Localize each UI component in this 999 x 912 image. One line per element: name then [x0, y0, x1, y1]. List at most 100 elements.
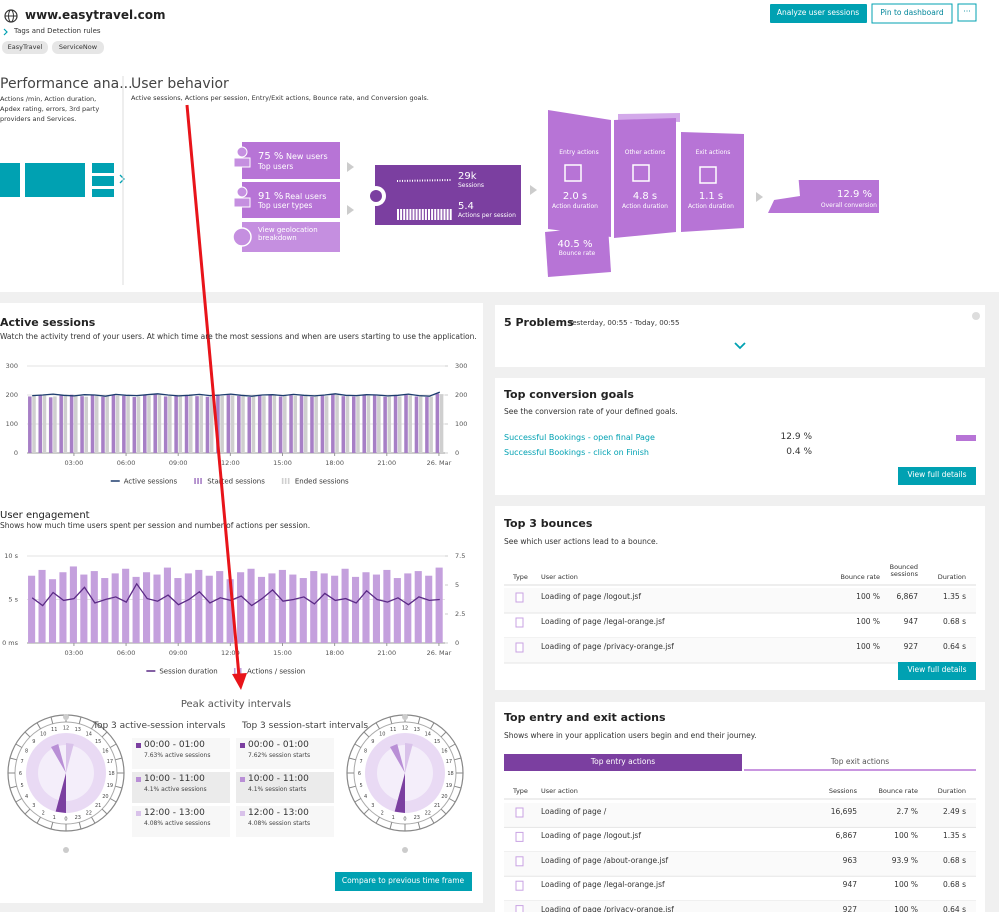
tile-link[interactable]: Top users — [258, 162, 294, 171]
bar — [331, 575, 339, 643]
peak-swatch — [136, 811, 141, 816]
goal-bar — [956, 435, 976, 441]
bar — [272, 394, 277, 453]
tag: ServiceNow — [58, 43, 98, 51]
goal-link[interactable]: Successful Bookings - open final Page — [504, 433, 655, 442]
bar — [153, 394, 157, 453]
moon-icon — [402, 847, 408, 853]
sparkbar — [415, 209, 418, 220]
clock-hour: 6 — [358, 771, 361, 777]
bar — [366, 395, 371, 453]
cell: 100 % — [894, 880, 918, 890]
clock-hour: 17 — [107, 759, 113, 765]
clock-hour: 15 — [434, 739, 440, 745]
clock-tick — [363, 731, 370, 738]
panel-desc: See the conversion rate of your defined … — [504, 407, 678, 416]
clock-tick — [417, 822, 421, 830]
peak-swatch — [240, 777, 245, 782]
tile-value: 75 % — [258, 151, 284, 162]
sparkbar — [412, 209, 415, 220]
stage-value: 4.8 s — [632, 191, 658, 202]
bar — [216, 571, 224, 643]
clock-hour: 10 — [40, 732, 46, 738]
clock-hour: 21 — [95, 803, 101, 809]
panel-desc: See which user actions lead to a bounce. — [504, 537, 659, 546]
doc-icon — [515, 807, 524, 818]
clock-hour: 16 — [102, 748, 108, 754]
bar — [136, 396, 141, 453]
button — [871, 3, 953, 24]
sparkbar — [440, 209, 443, 220]
cell: 947 — [842, 880, 857, 890]
clock-tick — [101, 808, 108, 815]
sessions-value: 5.4 — [458, 201, 474, 212]
funnel-stage — [545, 226, 611, 277]
clock-tick — [50, 822, 54, 830]
stage-label: Action duration — [552, 203, 598, 210]
tile-link[interactable]: Top user types — [258, 201, 313, 210]
bar — [314, 396, 318, 453]
bar — [94, 394, 99, 453]
goal-link[interactable]: Successful Bookings - click on Finish — [504, 448, 649, 457]
stage-label: Overall conversion — [820, 202, 877, 209]
peak-interval: 00:00 - 01:00 — [248, 740, 309, 750]
users-icon — [370, 190, 382, 202]
y-tick-label: 0 ms — [2, 639, 19, 647]
bar — [115, 395, 120, 453]
clock-hour: 13 — [414, 727, 420, 733]
x-tick-label: 15:00 — [273, 649, 292, 657]
table-row — [504, 588, 976, 613]
y-tick-label: 10 s — [4, 552, 18, 560]
tile — [242, 222, 340, 252]
doc-icon — [515, 642, 524, 653]
clock-tick — [454, 757, 462, 761]
button — [898, 467, 976, 485]
peak-interval: 00:00 - 01:00 — [144, 740, 205, 750]
pin-button[interactable]: Pin to dashboard — [880, 8, 944, 17]
details-button[interactable]: View full details — [907, 665, 967, 674]
bar — [80, 396, 84, 453]
bar — [101, 396, 105, 453]
clock-hour: 1 — [53, 815, 56, 821]
tile-label: Real users — [285, 192, 327, 201]
clock-hour: 21 — [434, 803, 440, 809]
x-tick-label: 26. Mar — [427, 459, 452, 467]
compare-button[interactable]: Compare to previous time frame — [341, 876, 465, 885]
x-tick-label: 09:00 — [169, 459, 188, 467]
tile-link[interactable]: View geolocation breakdown — [258, 226, 318, 243]
tags-link[interactable]: Tags and Detection rules — [14, 27, 101, 35]
sparkbar — [400, 209, 403, 220]
bar — [53, 396, 57, 453]
section-title: Active sessions — [0, 316, 96, 329]
panel-title: Top conversion goals — [504, 388, 634, 401]
tab[interactable]: Top entry actions — [590, 757, 656, 766]
bar — [439, 394, 444, 453]
clock-hour: 0 — [403, 817, 406, 823]
bar — [257, 395, 262, 453]
details-button[interactable]: View full details — [907, 470, 967, 479]
clock-tick — [389, 822, 393, 830]
bar — [84, 396, 89, 453]
cell: 6,867 — [835, 831, 857, 841]
bar — [237, 572, 245, 643]
analyze-button[interactable]: Analyze user sessions — [776, 8, 860, 17]
chevron — [3, 28, 8, 36]
sparkbar — [437, 209, 440, 220]
y2-tick-label: 0 — [455, 639, 459, 647]
x-tick-label: 18:00 — [325, 459, 344, 467]
action-icon — [699, 166, 717, 184]
more-button[interactable]: ··· — [963, 7, 971, 16]
tile — [242, 182, 340, 218]
clock-hour: 12 — [402, 726, 408, 732]
button — [898, 662, 976, 680]
info-icon — [972, 312, 980, 320]
bar — [174, 578, 182, 643]
annotation-arrowhead — [232, 673, 247, 690]
bar — [28, 575, 36, 643]
tab[interactable]: Top exit actions — [830, 757, 890, 766]
clock-hour: 8 — [25, 748, 28, 754]
legend-swatch — [200, 478, 202, 484]
x-tick-label: 12:00 — [221, 649, 240, 657]
clock-hour: 4 — [364, 794, 367, 800]
